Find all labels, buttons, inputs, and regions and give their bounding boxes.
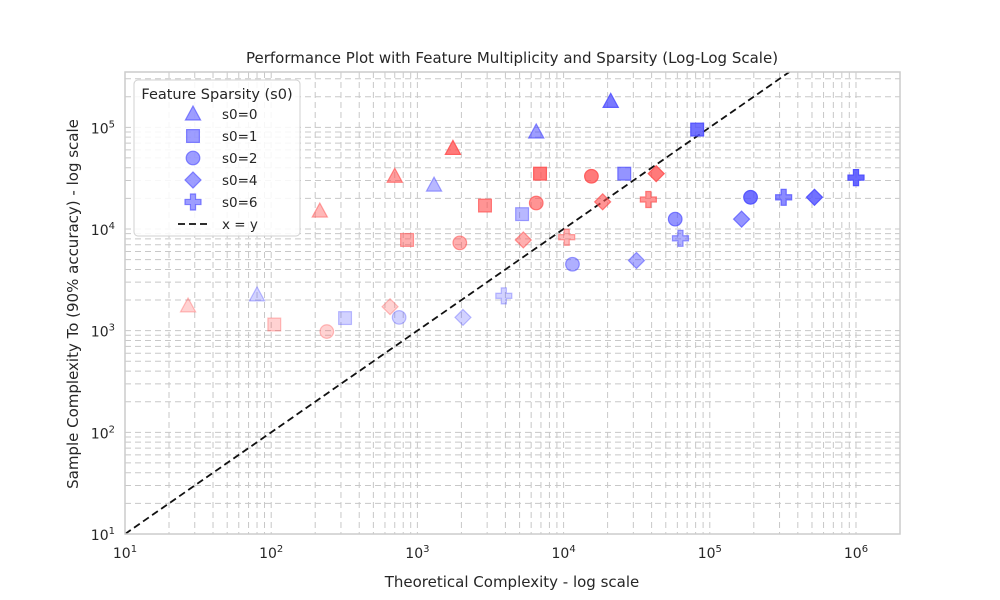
data-point-square <box>690 122 705 137</box>
data-point-square <box>533 166 548 181</box>
data-point-triangle <box>425 175 443 192</box>
data-point-plus <box>558 228 576 246</box>
legend-label: x = y <box>222 217 258 233</box>
x-tick-label: 103 <box>405 544 429 562</box>
data-points <box>179 92 865 339</box>
legend-marker-square <box>186 129 201 144</box>
data-point-triangle <box>444 139 462 156</box>
chart-title: Performance Plot with Feature Multiplici… <box>246 49 778 67</box>
data-point-plus <box>847 169 865 187</box>
data-point-circle <box>667 211 683 227</box>
data-point-plus <box>639 190 657 209</box>
data-point-square <box>515 207 530 222</box>
legend-label: s0=6 <box>222 195 258 211</box>
data-point-square <box>400 232 415 247</box>
data-point-diamond <box>454 308 472 327</box>
legend-marker-circle <box>185 150 201 166</box>
data-point-triangle <box>386 167 404 183</box>
data-point-plus <box>671 229 690 247</box>
data-point-circle <box>528 195 544 211</box>
data-point-circle <box>565 256 580 272</box>
x-tick-label: 106 <box>844 544 868 562</box>
data-point-circle <box>584 168 599 184</box>
data-point-triangle <box>311 201 329 218</box>
y-tick-label: 105 <box>91 119 115 137</box>
data-point-diamond <box>732 210 751 228</box>
data-point-diamond <box>805 188 824 207</box>
data-point-circle <box>391 310 407 325</box>
legend: Feature Sparsity (s0) s0=0 s0=1 s0=2 s0=4 s0=… <box>133 79 301 237</box>
data-point-plus <box>775 188 793 206</box>
data-point-triangle <box>602 92 620 108</box>
legend-marker-triangle <box>184 104 202 121</box>
plot-frame <box>124 71 901 535</box>
data-point-triangle <box>179 296 197 313</box>
data-point-triangle <box>527 122 545 139</box>
x-tick-label: 105 <box>698 544 722 562</box>
x-tick-label: 104 <box>551 544 575 562</box>
data-point-triangle <box>248 285 266 302</box>
data-point-square <box>267 317 282 332</box>
data-point-diamond <box>381 297 399 316</box>
y-tick-label: 104 <box>91 221 115 239</box>
data-point-diamond <box>627 251 646 270</box>
data-point-circle <box>452 235 468 251</box>
x-tick-label: 102 <box>259 544 283 562</box>
legend-label: s0=4 <box>222 173 258 189</box>
x-axis-label: Theoretical Complexity - log scale <box>384 573 640 591</box>
legend-label: s0=2 <box>222 151 258 167</box>
data-point-square <box>477 198 492 213</box>
legend-box <box>133 79 301 237</box>
data-point-circle <box>319 324 335 339</box>
legend-title: Feature Sparsity (s0) <box>141 87 292 103</box>
legend-marker-diamond <box>184 171 202 189</box>
tick-labels: 101 102 103 104 105 106 101 102 103 104 105 <box>91 119 868 562</box>
data-point-plus <box>495 287 513 305</box>
y-axis-label: Sample Complexity To (90% accuracy) - lo… <box>64 119 82 489</box>
grid <box>124 72 901 535</box>
data-point-diamond <box>647 164 666 183</box>
reference-line-layer <box>124 71 790 535</box>
data-point-circle <box>743 189 758 205</box>
y-tick-label: 101 <box>91 526 115 544</box>
legend-marker-plus <box>184 193 202 211</box>
legend-label: s0=0 <box>222 107 258 123</box>
reference-line-x-equals-y <box>124 71 790 535</box>
x-tick-label: 101 <box>113 544 137 562</box>
y-tick-label: 102 <box>91 424 115 442</box>
data-point-square <box>617 166 632 181</box>
data-point-diamond <box>593 192 612 211</box>
data-point-square <box>338 311 353 326</box>
legend-label: s0=1 <box>222 129 258 145</box>
y-tick-label: 103 <box>91 323 115 341</box>
data-point-diamond <box>514 231 533 249</box>
